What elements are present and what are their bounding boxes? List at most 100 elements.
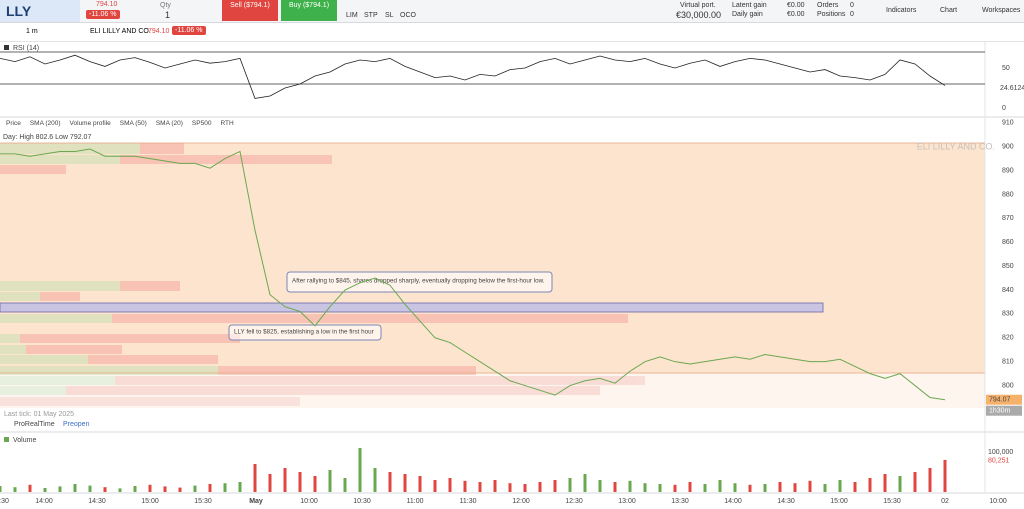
volume-bar	[883, 474, 887, 492]
qty[interactable]: 1	[165, 10, 171, 20]
price-legend: Price SMA (200) Volume profile SMA (50) SMA …	[6, 120, 243, 127]
order-type[interactable]: LIM	[346, 12, 358, 19]
session: Preopen	[63, 421, 90, 428]
volume-bar	[463, 480, 467, 492]
time-label: 15:00	[830, 498, 848, 505]
provider: ProRealTime	[14, 421, 55, 428]
volume-bar	[28, 484, 32, 492]
order-type[interactable]: OCO	[400, 12, 416, 19]
buy-button[interactable]: Buy ($794.1)	[281, 0, 337, 21]
interval[interactable]: 1 m	[26, 28, 38, 35]
time-label: 15:30	[883, 498, 901, 505]
volume-bar	[793, 483, 797, 492]
price-tick-label: 820	[1002, 335, 1014, 342]
day-range: Day: High 802.6 Low 792.07	[3, 134, 91, 141]
daily-gain-label: Daily gain	[732, 11, 763, 18]
indicators-button[interactable]: Indicators	[886, 7, 917, 14]
volume-bar	[148, 484, 152, 492]
volume-bar	[58, 486, 62, 492]
countdown: 1h30m	[989, 408, 1011, 415]
time-label: 15:30	[194, 498, 212, 505]
volume-bar	[328, 470, 332, 492]
last-tick: Last tick: 01 May 2025	[4, 411, 74, 418]
symbol[interactable]: LLY	[6, 3, 32, 19]
time-label: 14:00	[724, 498, 742, 505]
volume-bar	[238, 482, 242, 492]
price-tick-label: 810	[1002, 359, 1014, 366]
annotation-box	[228, 324, 382, 341]
price: 794.10	[96, 1, 118, 8]
positions-label: Positions	[817, 11, 846, 18]
chart-header: 1 m ELI LILLY AND CO. 794.10 -11.06 %	[0, 23, 1024, 42]
volume-profile	[0, 143, 645, 406]
watermark: ELI LILLY AND CO.	[917, 141, 995, 151]
latent-gain: €0.00	[787, 2, 805, 9]
price-tick-label: 850	[1002, 263, 1014, 270]
time-label: 10:00	[300, 498, 318, 505]
price-band	[0, 302, 824, 313]
volume-bar	[13, 487, 17, 492]
legend-entry[interactable]: SMA (200)	[29, 120, 61, 127]
volume-bar	[193, 485, 197, 492]
price-tick-label: 800	[1002, 382, 1014, 389]
volume-bar	[478, 482, 482, 492]
symbol-box[interactable]	[0, 0, 80, 22]
price-tick-label: 840	[1002, 287, 1014, 294]
time-label: 10:30	[353, 498, 371, 505]
last-price: 794.07	[989, 397, 1011, 404]
volume-bar	[628, 480, 632, 492]
time-label: 12:30	[565, 498, 583, 505]
volume-bar	[688, 482, 692, 492]
annotation: After rallying to $845, shares dropped s…	[292, 278, 545, 285]
price-tick-label: 890	[1002, 167, 1014, 174]
legend-entry[interactable]: Volume profile	[69, 120, 111, 127]
qty-label: Qty	[160, 2, 171, 9]
legend-entry[interactable]: SMA (50)	[119, 120, 147, 127]
order-type[interactable]: STP	[364, 12, 378, 19]
rsi-icon	[4, 45, 9, 50]
time-label: 10:00	[989, 498, 1007, 505]
chart-button[interactable]: Chart	[940, 7, 958, 14]
volume-bar	[598, 480, 602, 492]
legend-entry[interactable]: SMA (20)	[155, 120, 183, 127]
volume-bar	[448, 478, 452, 492]
time-label: 15:00	[141, 498, 159, 505]
volume-bar	[718, 480, 722, 492]
volume-bar	[583, 474, 587, 492]
price-tick-label: 860	[1002, 239, 1014, 246]
rsi-line	[0, 54, 946, 99]
volume-bar	[868, 478, 872, 492]
volume-bar	[313, 476, 317, 492]
volume-icon	[4, 437, 9, 442]
change: -11.06 %	[86, 10, 120, 19]
last-price-tag	[986, 394, 1022, 405]
volume-bar	[733, 483, 737, 492]
volume-tick-label: 100,000	[988, 449, 1013, 456]
time-label: :30	[0, 498, 9, 505]
order-type[interactable]: SL	[385, 12, 394, 19]
sell-button[interactable]: Sell ($794.1)	[222, 0, 278, 21]
volume-bar	[928, 468, 932, 492]
legend-entry[interactable]: RTH	[220, 120, 234, 127]
volume-bar	[283, 468, 287, 492]
volume-bar	[133, 486, 137, 492]
workspaces-button[interactable]: Workspaces	[982, 7, 1021, 14]
volume-bar	[373, 468, 377, 492]
rsi-label: RSI (14)	[13, 45, 39, 52]
volume-bar	[343, 478, 347, 492]
top-toolbar: LLY 794.10 -11.06 % Qty 1 Sell ($794.1) …	[0, 0, 1024, 23]
latent-gain-label: Latent gain	[732, 2, 767, 9]
volume-bar	[0, 486, 2, 492]
annotation: LLY fell to $825, establishing a low in …	[234, 329, 374, 336]
volume-bar	[433, 480, 437, 492]
legend-entry[interactable]: SP500	[191, 120, 212, 127]
volume-bar	[853, 482, 857, 492]
volume-bar	[118, 488, 122, 492]
time-label: 12:00	[512, 498, 530, 505]
time-label: 14:30	[777, 498, 795, 505]
volume-bar	[823, 484, 827, 492]
legend-entry[interactable]: Price	[6, 120, 21, 127]
volume-bar	[838, 480, 842, 492]
rsi-tick-label: 0	[1002, 105, 1006, 112]
